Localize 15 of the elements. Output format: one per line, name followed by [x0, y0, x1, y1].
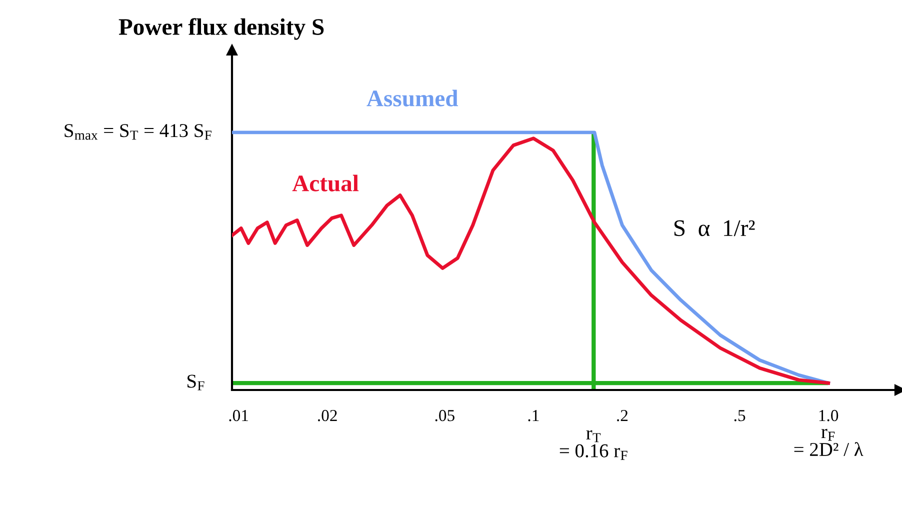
x-tick-label: 1.0	[819, 410, 838, 422]
annotation: r$_{F}$ = 2D² / λ	[794, 428, 864, 456]
ref-line-label: S$_{F}$	[188, 374, 204, 390]
series-label: Actual	[292, 174, 359, 192]
y-axis-title: Power flux density S	[118, 18, 324, 40]
x-tick-label: .2	[617, 410, 628, 422]
annotation: S α 1/r²	[674, 220, 755, 236]
x-tick-label: .5	[734, 410, 746, 422]
x-tick-label: .1	[528, 410, 539, 422]
x-tick-label: .01	[229, 410, 248, 422]
series-label: Assumed	[366, 90, 458, 106]
x-tick-label: .02	[318, 410, 337, 422]
ref-line-label: r$_{T}$ = 0.16 r$_{F}$	[560, 430, 628, 460]
x-tick-label: .05	[435, 410, 454, 422]
annotation: S$_{max}$ = S$_{T}$ = 413 S$_{F}$	[64, 124, 212, 140]
